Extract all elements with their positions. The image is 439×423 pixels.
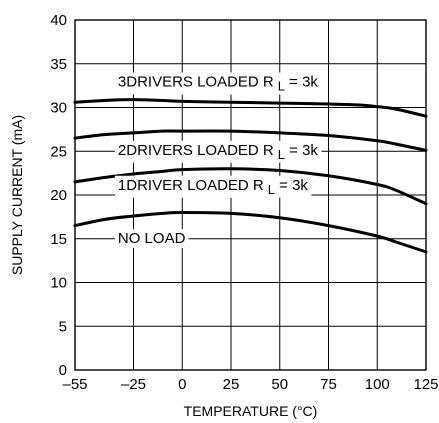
x-tick-label: 75: [320, 376, 337, 393]
curve-label-background: [114, 229, 189, 249]
x-axis-title: TEMPERATURE (°C): [184, 403, 318, 419]
y-tick-label: 0: [59, 362, 67, 379]
y-tick-labels: 0 5 10 15 20 25 30 35 40: [50, 12, 67, 379]
curve-label-background: [114, 140, 322, 163]
curve-group: [73, 98, 428, 254]
x-tick-label: –55: [62, 376, 87, 393]
x-tick-label: 100: [365, 376, 390, 393]
series-line: [73, 129, 428, 152]
y-tick-label: 20: [50, 187, 67, 204]
x-tick-label: 25: [223, 376, 240, 393]
y-tick-label: 10: [50, 275, 67, 292]
curve-label-background: [114, 72, 322, 95]
plot-frame: [74, 19, 427, 371]
series-line: [73, 98, 428, 118]
x-tick-label: 125: [413, 376, 438, 393]
y-tick-label: 5: [59, 318, 67, 335]
curve-label-text: NO LOAD: [118, 230, 186, 247]
y-tick-label: 30: [50, 100, 67, 117]
y-tick-label: 35: [50, 56, 67, 73]
series-line: [73, 167, 428, 206]
y-axis-title: SUPPLY CURRENT (mA): [9, 115, 25, 275]
curve-label-background: [114, 175, 312, 198]
y-tick-label: 25: [50, 143, 67, 160]
y-tick-label: 15: [50, 231, 67, 248]
y-tick-label: 40: [50, 12, 67, 29]
x-tick-label: 50: [271, 376, 288, 393]
curve-label: NO LOAD: [114, 229, 189, 249]
x-tick-label: –25: [121, 376, 146, 393]
x-tick-labels: –55 –25 0 25 50 75 100 125: [62, 376, 438, 393]
x-tick-label: 0: [178, 376, 186, 393]
series-line: [73, 210, 428, 254]
